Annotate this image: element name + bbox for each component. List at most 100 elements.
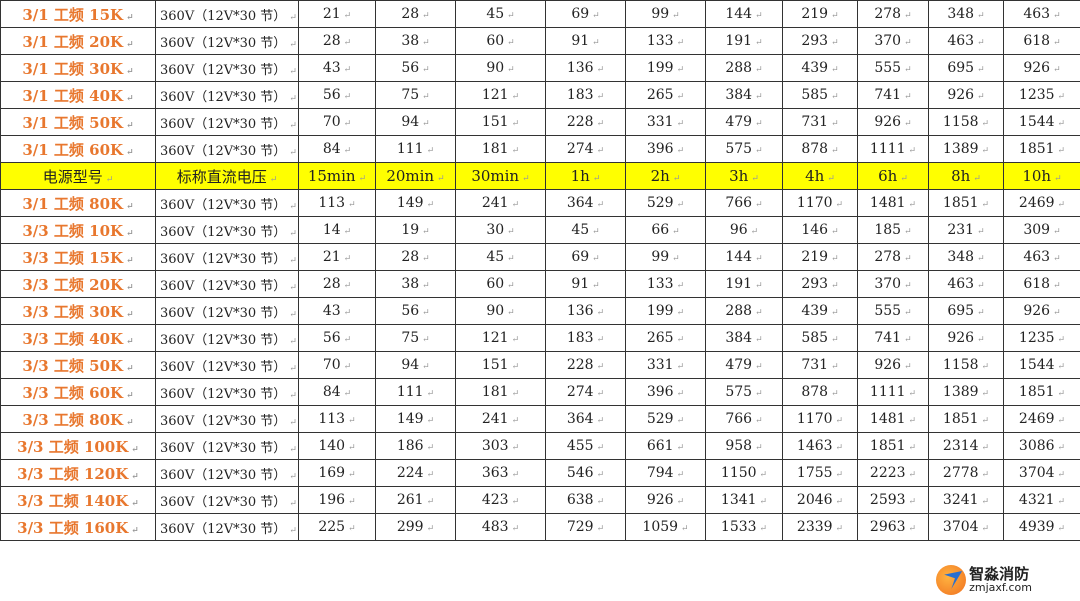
value-cell-text: 94 [401,357,420,373]
paragraph-mark-icon: ↵ [289,93,297,104]
paragraph-mark-icon: ↵ [422,227,430,237]
paragraph-mark-icon: ↵ [977,335,985,345]
paragraph-mark-icon: ↵ [1057,416,1066,426]
paragraph-mark-icon: ↵ [289,120,297,131]
value-cell: 241 ↵ [455,405,546,433]
value-cell: 384 ↵ [705,324,783,352]
paragraph-mark-icon: ↵ [131,498,139,509]
value-cell: 84 ↵ [298,378,376,406]
model-cell-text: 3/3 工频 20K [22,275,124,294]
value-cell: 2469 ↵ [1003,189,1080,217]
value-cell: 363 ↵ [455,459,546,487]
value-cell-text: 585 [801,87,829,103]
model-cell: 3/1 工频 30K ↵ [0,54,156,82]
paragraph-mark-icon: ↵ [126,39,134,50]
value-cell: 60 ↵ [455,27,546,55]
paragraph-mark-icon: ↵ [596,389,605,399]
value-cell: 96 ↵ [705,216,783,244]
value-cell: 43 ↵ [298,54,376,82]
value-cell: 151 ↵ [455,351,546,379]
value-cell-text: 638 [566,492,594,508]
value-cell: 3241 ↵ [928,486,1004,514]
voltage-cell-text: 360V（12V*30 节） [160,224,287,240]
value-cell-text: 1235 [1018,87,1055,103]
value-cell: 149 ↵ [375,405,456,433]
voltage-cell-text: 360V（12V*30 节） [160,332,287,348]
value-cell: 331 ↵ [625,351,706,379]
header-cell-text: 电源型号 [42,167,103,186]
paragraph-mark-icon: ↵ [676,308,685,318]
paragraph-mark-icon: ↵ [755,362,763,372]
value-cell: 1150 ↵ [705,459,783,487]
value-cell: 1463 ↵ [782,432,858,460]
value-cell: 741 ↵ [857,324,929,352]
table-row: 3/1 工频 15K ↵ 360V（12V*30 节） ↵ 21 ↵ 28 ↵ 45 ↵ 69 ↵ 99… [0,0,1080,28]
value-cell-text: 43 [322,303,341,319]
value-cell: 575 ↵ [705,378,783,406]
value-cell-text: 19 [401,222,420,238]
value-cell-text: 228 [566,114,594,130]
value-cell: 1481 ↵ [857,189,929,217]
value-cell-text: 1481 [869,195,906,211]
value-cell: 926 ↵ [928,324,1004,352]
paragraph-mark-icon: ↵ [422,362,430,372]
value-cell-text: 1851 [942,195,979,211]
value-cell-text: 926 [947,87,975,103]
paragraph-mark-icon: ↵ [977,227,985,237]
model-cell: 3/3 工频 50K ↵ [0,351,156,379]
paragraph-mark-icon: ↵ [343,119,352,129]
paragraph-mark-icon: ↵ [755,281,763,291]
value-cell-text: 1059 [642,519,679,535]
header-cell-text: 4h [805,167,825,185]
value-cell: 241 ↵ [455,189,546,217]
value-cell-text: 1544 [1018,357,1055,373]
value-cell: 181 ↵ [455,135,546,163]
value-cell: 28 ↵ [375,243,456,271]
paragraph-mark-icon: ↵ [511,524,520,534]
value-cell: 331 ↵ [625,108,706,136]
paragraph-mark-icon: ↵ [676,389,685,399]
paragraph-mark-icon: ↵ [511,497,520,507]
paragraph-mark-icon: ↵ [981,443,990,453]
value-cell-text: 1389 [942,384,979,400]
paragraph-mark-icon: ↵ [676,362,685,372]
value-cell: 219 ↵ [782,243,858,271]
value-cell: 278 ↵ [857,0,929,28]
table-row: 3/3 工频 10K ↵ 360V（12V*30 节） ↵ 14 ↵ 19 ↵ 30 ↵ 45 ↵ 66… [0,216,1080,244]
paragraph-mark-icon: ↵ [672,254,680,264]
value-cell-text: 4321 [1018,492,1055,508]
value-cell-text: 555 [874,60,902,76]
value-cell-text: 151 [481,114,509,130]
value-cell: 299 ↵ [375,513,456,541]
voltage-cell-text: 360V（12V*30 节） [160,494,287,510]
value-cell: 1533 ↵ [705,513,783,541]
value-cell-text: 69 [571,6,590,22]
value-cell-text: 60 [486,276,505,292]
paragraph-mark-icon: ↵ [908,389,917,399]
value-cell-text: 585 [801,330,829,346]
paragraph-mark-icon: ↵ [343,362,352,372]
header-cell-text: 15min [307,167,356,185]
voltage-cell-text: 360V（12V*30 节） [160,143,287,159]
value-cell-text: 231 [947,222,975,238]
paragraph-mark-icon: ↵ [289,201,297,212]
value-cell-text: 2339 [796,519,833,535]
paragraph-mark-icon: ↵ [908,497,917,507]
table-row: 3/3 工频 50K ↵ 360V（12V*30 节） ↵ 70 ↵ 94 ↵ 151 ↵ 228 ↵… [0,351,1080,379]
value-cell-text: 695 [947,60,975,76]
paragraph-mark-icon: ↵ [289,66,297,77]
value-cell-text: 1170 [796,411,833,427]
value-cell: 1851 ↵ [1003,135,1080,163]
paragraph-mark-icon: ↵ [592,254,600,264]
value-cell-text: 766 [725,195,753,211]
value-cell-text: 70 [322,114,341,130]
value-cell: 618 ↵ [1003,270,1080,298]
value-cell: 638 ↵ [545,486,626,514]
value-cell: 479 ↵ [705,351,783,379]
value-cell-text: 331 [646,114,674,130]
value-cell: 1851 ↵ [857,432,929,460]
value-cell-text: 181 [481,141,509,157]
voltage-cell: 360V（12V*30 节） ↵ [155,243,299,271]
paragraph-mark-icon: ↵ [592,281,600,291]
paragraph-mark-icon: ↵ [511,146,520,156]
